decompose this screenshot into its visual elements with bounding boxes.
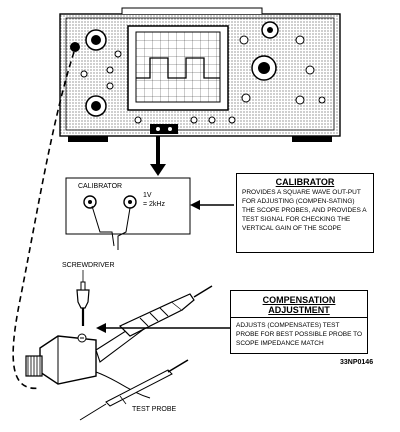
calibrator-signal-level: 1V	[143, 192, 152, 199]
oscilloscope	[59, 7, 341, 142]
probe-cable	[12, 51, 75, 390]
compensation-callout: COMPENSATION ADJUSTMENT ADJUSTS (COMPENS…	[230, 290, 368, 354]
calibrator-signal-terminal	[123, 195, 137, 209]
screwdriver-label: SCREWDRIVER	[62, 262, 115, 269]
calibrator-signal-frequency: = 2kHz	[143, 201, 165, 208]
crt-screen	[135, 31, 221, 103]
calibrator-pointer-arrow	[150, 136, 166, 176]
figure-id: 33NP0146	[340, 359, 374, 366]
calibrator-terminals	[150, 124, 178, 134]
compensation-callout-heading-2: ADJUSTMENT	[268, 305, 330, 315]
test-probe-label: TEST PROBE	[132, 406, 177, 413]
screwdriver-icon	[76, 270, 90, 326]
test-probe-tip	[79, 359, 189, 421]
compensation-callout-heading-1: COMPENSATION	[262, 295, 336, 305]
calibrator-panel-title: CALIBRATOR	[78, 183, 123, 190]
calibrator-callout-text: PROVIDES A SQUARE WAVE OUT-PUT FOR ADJUS…	[242, 189, 367, 232]
calibrator-callout: CALIBRATOR PROVIDES A SQUARE WAVE OUT-PU…	[236, 173, 374, 253]
compensation-callout-arrow	[96, 323, 232, 333]
calibrator-callout-heading: CALIBRATOR	[275, 177, 335, 187]
test-probe	[25, 285, 213, 399]
calibrator-ground-terminal	[83, 195, 97, 209]
compensation-callout-text: ADJUSTS (COMPENSATES) TEST PROBE FOR BES…	[231, 317, 367, 348]
calibrator-callout-arrow	[190, 200, 234, 210]
power-switch-icon	[70, 42, 80, 52]
